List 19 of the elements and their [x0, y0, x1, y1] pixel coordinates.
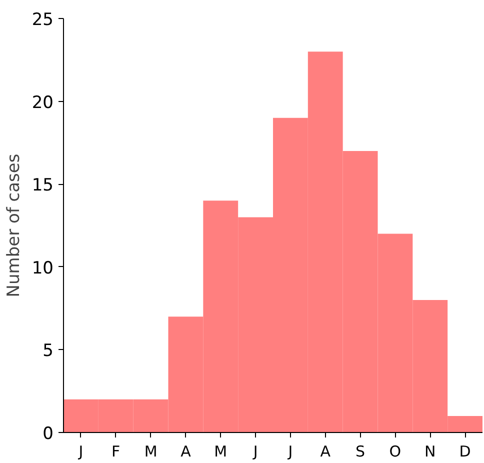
- x-tick-label: J: [78, 442, 84, 460]
- y-tick-label: 0: [42, 424, 54, 444]
- x-tick-label: N: [424, 442, 436, 460]
- y-tick-label: 10: [32, 258, 54, 278]
- y-tick-label: 5: [42, 341, 54, 362]
- y-tick-label: 25: [32, 10, 54, 30]
- x-tick-label: J: [287, 442, 293, 460]
- x-tick-label: D: [459, 442, 471, 460]
- x-tick-label: S: [356, 442, 366, 460]
- x-tick-label: A: [180, 442, 192, 460]
- x-tick-label: J: [252, 442, 258, 460]
- x-tick-label: A: [320, 442, 332, 460]
- x-tick-label: M: [144, 442, 158, 460]
- x-tick-label: M: [214, 442, 228, 460]
- x-tick-label: O: [389, 442, 402, 460]
- y-tick-label: 15: [32, 176, 54, 196]
- y-tick-label: 20: [32, 92, 54, 113]
- y-axis-title: Number of cases: [4, 154, 24, 298]
- x-tick-label: F: [112, 442, 120, 460]
